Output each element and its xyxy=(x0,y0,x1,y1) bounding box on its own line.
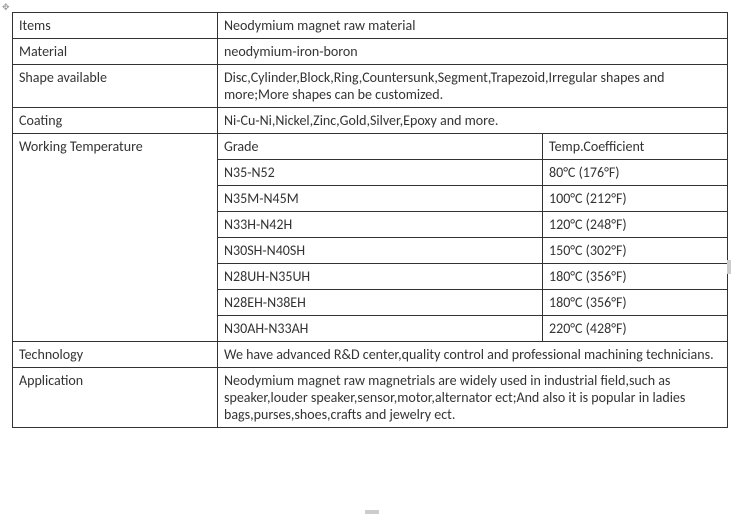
cell-coef: 220°C (428°F) xyxy=(543,316,728,342)
cell-coef: 80°C (176°F) xyxy=(543,160,728,186)
table-row: Technology We have advanced R&D center,q… xyxy=(13,342,728,368)
cell-value-shape: Disc,Cylinder,Block,Ring,Countersunk,Seg… xyxy=(218,65,728,108)
cell-header-grade: Grade xyxy=(218,134,543,160)
cell-grade: N30SH-N40SH xyxy=(218,238,543,264)
cell-coef: 120°C (248°F) xyxy=(543,212,728,238)
cell-grade: N30AH-N33AH xyxy=(218,316,543,342)
cell-value-material: neodymium-iron-boron xyxy=(218,39,728,65)
cell-label-shape: Shape available xyxy=(13,65,218,108)
cell-value-technology: We have advanced R&D center,quality cont… xyxy=(218,342,728,368)
cell-coef: 180°C (356°F) xyxy=(543,264,728,290)
cell-value-coating: Ni-Cu-Ni,Nickel,Zinc,Gold,Silver,Epoxy a… xyxy=(218,108,728,134)
cell-grade: N35-N52 xyxy=(218,160,543,186)
table-row: Shape available Disc,Cylinder,Block,Ring… xyxy=(13,65,728,108)
cell-value-application: Neodymium magnet raw magnetrials are wid… xyxy=(218,368,728,428)
cell-grade: N28EH-N38EH xyxy=(218,290,543,316)
cell-grade: N28UH-N35UH xyxy=(218,264,543,290)
spec-table: Items Neodymium magnet raw material Mate… xyxy=(12,12,728,428)
table-resize-handle-bottom[interactable] xyxy=(365,510,379,514)
cell-label-coating: Coating xyxy=(13,108,218,134)
cell-label-working-temp: Working Temperature xyxy=(13,134,218,342)
table-move-handle[interactable]: ✥ xyxy=(2,2,9,13)
cell-header-coef: Temp.Coefficient xyxy=(543,134,728,160)
cell-label-material: Material xyxy=(13,39,218,65)
cell-label-items: Items xyxy=(13,13,218,39)
cell-label-technology: Technology xyxy=(13,342,218,368)
cell-coef: 180°C (356°F) xyxy=(543,290,728,316)
cell-coef: 150°C (302°F) xyxy=(543,238,728,264)
table-resize-handle-right[interactable] xyxy=(727,260,731,274)
table-row: Working Temperature Grade Temp.Coefficie… xyxy=(13,134,728,160)
cell-value-items: Neodymium magnet raw material xyxy=(218,13,728,39)
cell-label-application: Application xyxy=(13,368,218,428)
cell-grade: N35M-N45M xyxy=(218,186,543,212)
cell-coef: 100°C (212°F) xyxy=(543,186,728,212)
table-row: Coating Ni-Cu-Ni,Nickel,Zinc,Gold,Silver… xyxy=(13,108,728,134)
table-row: Application Neodymium magnet raw magnetr… xyxy=(13,368,728,428)
cell-grade: N33H-N42H xyxy=(218,212,543,238)
table-row: Items Neodymium magnet raw material xyxy=(13,13,728,39)
table-row: Material neodymium-iron-boron xyxy=(13,39,728,65)
